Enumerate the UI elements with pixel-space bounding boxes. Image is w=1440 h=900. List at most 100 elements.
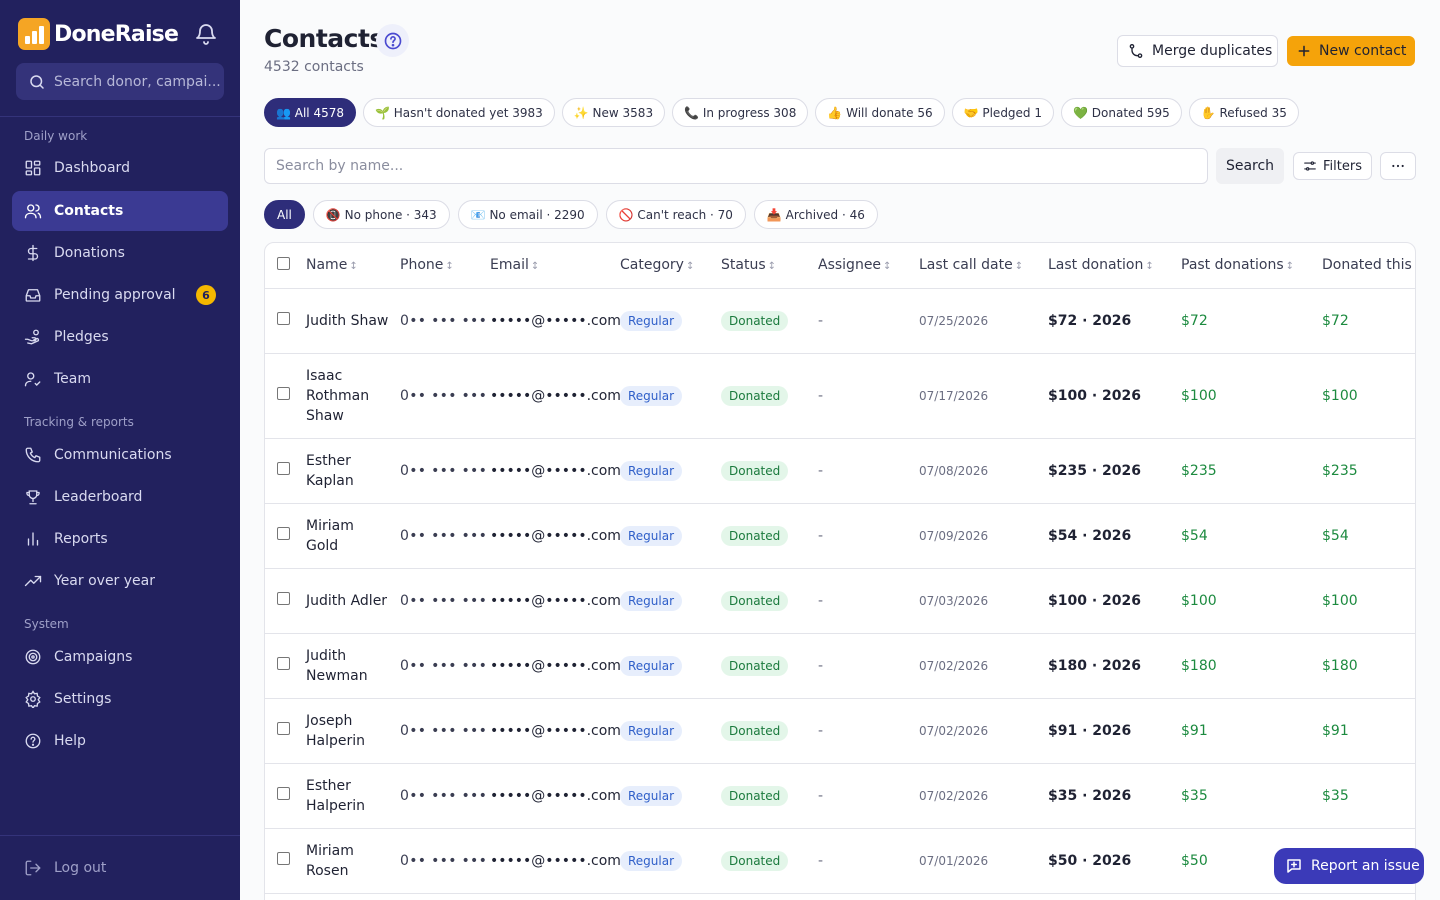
bell-icon[interactable]: [194, 22, 218, 46]
filter-chip-cant-reach[interactable]: 🚫 Can't reach · 70: [605, 200, 746, 229]
row-checkbox[interactable]: [277, 527, 290, 540]
column-header-last-donation[interactable]: Last donation ↕: [1048, 243, 1181, 289]
column-header-status[interactable]: Status ↕: [721, 243, 818, 289]
row-checkbox[interactable]: [277, 722, 290, 735]
sidebar-item-label: Campaigns: [54, 649, 133, 665]
sidebar-item-team[interactable]: Team: [12, 359, 228, 399]
contact-email: •••••@•••••.com: [490, 763, 621, 829]
column-header-email[interactable]: Email ↕: [490, 243, 620, 289]
status-chip-in-progress[interactable]: 📞 In progress 308: [672, 98, 809, 127]
more-options-button[interactable]: [1380, 152, 1416, 180]
table-row[interactable]: Esther Halperin 0•• ••• ••• •••••@•••••.…: [265, 763, 1415, 829]
sidebar-item-communications[interactable]: Communications: [12, 435, 228, 475]
status-badge: Donated: [721, 590, 789, 611]
row-checkbox[interactable]: [277, 852, 290, 865]
status-chip-donated[interactable]: 💚 Donated 595: [1061, 98, 1182, 127]
table-row[interactable]: Judith Newman 0•• ••• ••• •••••@•••••.co…: [265, 633, 1415, 699]
sidebar-item-help[interactable]: Help: [12, 721, 228, 761]
category-badge: Regular: [620, 655, 683, 676]
status-badge: Donated: [721, 525, 789, 546]
row-checkbox[interactable]: [277, 387, 290, 400]
filter-chip-no-email[interactable]: 📧 No email · 2290: [457, 200, 598, 229]
contact-phone: 0•• ••• •••: [400, 438, 490, 504]
column-header-category[interactable]: Category ↕: [620, 243, 721, 289]
contact-email: •••••@•••••.com: [490, 633, 621, 699]
sidebar-item-contacts[interactable]: Contacts: [12, 191, 228, 231]
table-row[interactable]: Miriam Rosen 0•• ••• ••• •••••@•••••.com…: [265, 828, 1415, 894]
contact-name[interactable]: Judith Adler: [306, 568, 400, 634]
status-chip-all[interactable]: 👥 All 4578: [264, 98, 356, 127]
table-row[interactable]: Judith Shaw 0•• ••• ••• •••••@•••••.com …: [265, 288, 1415, 354]
table-row[interactable]: Miriam Gold 0•• ••• ••• •••••@•••••.com …: [265, 503, 1415, 569]
contact-name[interactable]: Esther Halperin: [306, 763, 400, 829]
contact-name[interactable]: Miriam Gold: [306, 503, 400, 569]
filter-chip-all[interactable]: All: [264, 200, 305, 229]
status-chip-pledged[interactable]: 🤝 Pledged 1: [951, 98, 1055, 127]
filters-button[interactable]: Filters: [1293, 152, 1372, 180]
contact-email: •••••@•••••.com: [490, 438, 621, 504]
row-checkbox[interactable]: [277, 312, 290, 325]
search-button[interactable]: Search: [1216, 148, 1284, 184]
logout-icon: [24, 859, 42, 877]
sidebar-item-pledges[interactable]: Pledges: [12, 317, 228, 357]
column-header-donated-this[interactable]: Donated this: [1322, 243, 1415, 289]
last-donation: $100 · 2026: [1048, 353, 1181, 439]
filter-chip-no-phone[interactable]: 📵 No phone · 343: [312, 200, 450, 229]
contact-name[interactable]: Esther Kaplan: [306, 438, 400, 504]
contacts-table: Name ↕ Phone ↕ Email ↕ Category ↕ Status ↕ As…: [264, 242, 1416, 900]
sidebar-item-pending-approval[interactable]: Pending approval 6: [12, 275, 228, 315]
help-button[interactable]: [376, 24, 409, 57]
row-checkbox[interactable]: [277, 462, 290, 475]
brand[interactable]: DoneRaise: [18, 18, 179, 50]
status-chip-refused[interactable]: ✋ Refused 35: [1188, 98, 1299, 127]
sidebar-search-input[interactable]: Search donor, campai...: [16, 63, 224, 100]
sidebar-item-dashboard[interactable]: Dashboard: [12, 148, 228, 188]
contact-email: •••••@•••••.com: [490, 828, 621, 894]
contact-name[interactable]: Judith Shaw: [306, 288, 400, 354]
table-row[interactable]: Judith Adler 0•• ••• ••• •••••@•••••.com…: [265, 568, 1415, 634]
column-header-name[interactable]: Name ↕: [306, 243, 400, 289]
table-row[interactable]: Joseph Halperin 0•• ••• ••• •••••@•••••.…: [265, 698, 1415, 764]
last-call-date: 07/09/2026: [919, 503, 1048, 569]
new-contact-button[interactable]: New contact: [1287, 36, 1415, 66]
logout-button[interactable]: Log out: [12, 848, 228, 888]
select-all-checkbox[interactable]: [277, 256, 290, 270]
last-donation: $50 · 2026: [1048, 828, 1181, 894]
filters-label: Filters: [1323, 158, 1362, 174]
sidebar-item-settings[interactable]: Settings: [12, 679, 228, 719]
column-header-phone[interactable]: Phone ↕: [400, 243, 490, 289]
contact-name[interactable]: Miriam Rosen: [306, 828, 400, 894]
row-checkbox[interactable]: [277, 787, 290, 800]
divider: [0, 835, 240, 836]
sidebar-item-reports[interactable]: Reports: [12, 519, 228, 559]
status-chip-will-donate[interactable]: 👍 Will donate 56: [815, 98, 945, 127]
table-row[interactable]: Esther Kaplan 0•• ••• ••• •••••@•••••.co…: [265, 438, 1415, 504]
row-checkbox[interactable]: [277, 592, 290, 605]
merge-duplicates-button[interactable]: Merge duplicates: [1117, 35, 1278, 67]
sidebar-item-donations[interactable]: Donations: [12, 233, 228, 273]
contact-name[interactable]: Isaac Rothman Shaw: [306, 353, 400, 439]
sidebar-item-label: Help: [54, 733, 86, 749]
donated-this: $54: [1322, 503, 1415, 569]
sidebar-item-year-over-year[interactable]: Year over year: [12, 561, 228, 601]
search-icon: [30, 74, 44, 89]
row-checkbox[interactable]: [277, 657, 290, 670]
status-badge: Donated: [721, 850, 789, 871]
contact-search-input[interactable]: Search by name...: [264, 148, 1208, 184]
table-row[interactable]: Isaac Rothman Shaw 0•• ••• ••• •••••@•••…: [265, 353, 1415, 439]
status-chip-not-donated[interactable]: 🌱 Hasn't donated yet 3983: [363, 98, 555, 127]
column-header-last-call-date[interactable]: Last call date ↕: [919, 243, 1048, 289]
contact-email: •••••@•••••.com: [490, 698, 621, 764]
contact-email: •••••@•••••.com: [490, 568, 621, 634]
contact-name[interactable]: Judith Newman: [306, 633, 400, 699]
sidebar-item-campaigns[interactable]: Campaigns: [12, 637, 228, 677]
trending-up-icon: [24, 572, 42, 590]
brand-name: DoneRaise: [54, 21, 179, 47]
status-chip-new[interactable]: ✨ New 3583: [561, 98, 666, 127]
contact-name[interactable]: Joseph Halperin: [306, 698, 400, 764]
sidebar-item-leaderboard[interactable]: Leaderboard: [12, 477, 228, 517]
column-header-assignee[interactable]: Assignee ↕: [818, 243, 919, 289]
column-header-past-donations[interactable]: Past donations ↕: [1181, 243, 1322, 289]
filter-chip-archived[interactable]: 📥 Archived · 46: [753, 200, 878, 229]
report-issue-button[interactable]: Report an issue: [1274, 848, 1424, 884]
